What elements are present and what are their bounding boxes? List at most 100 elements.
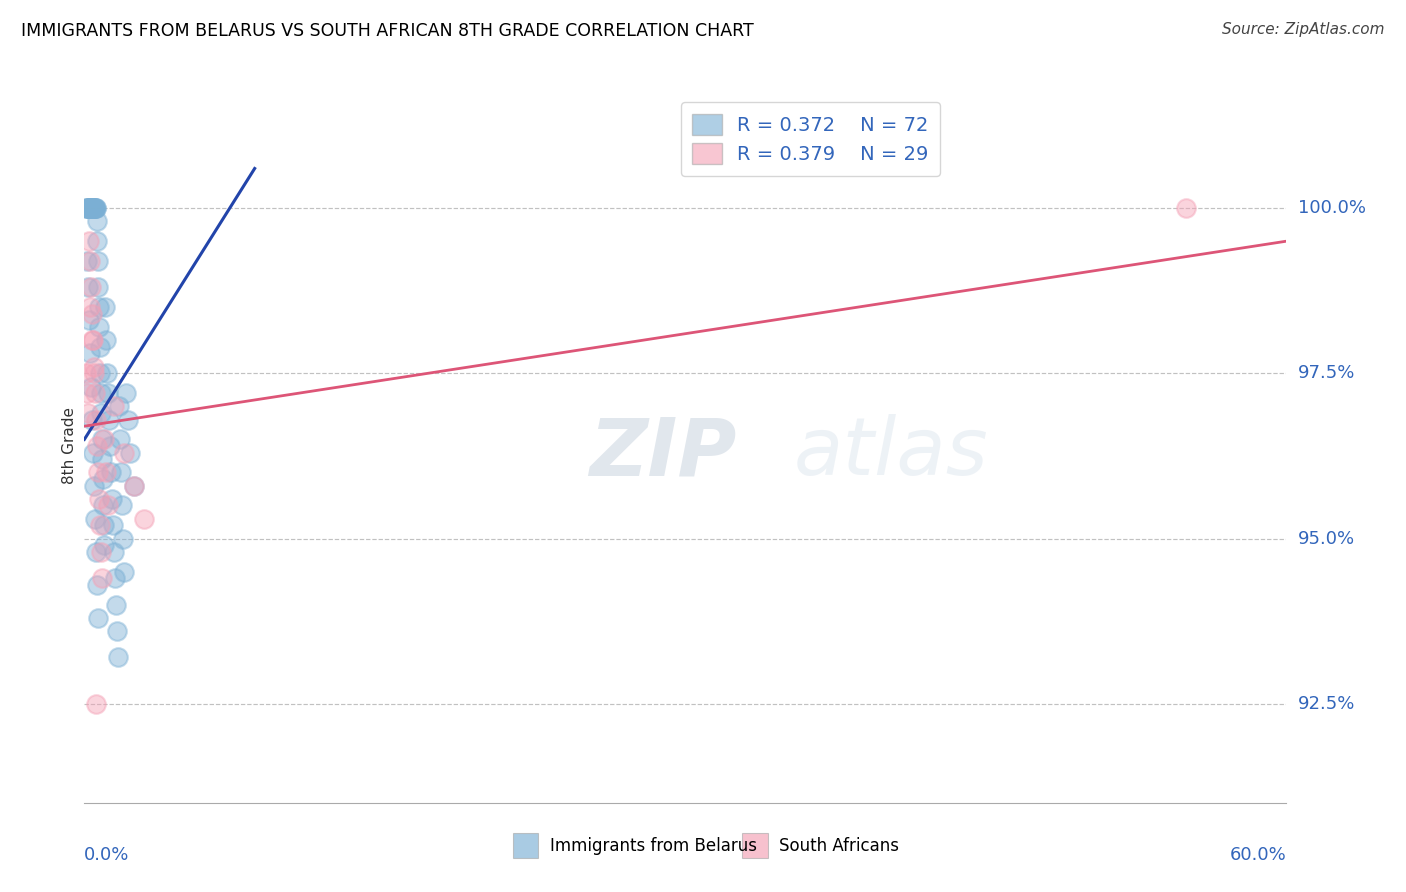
Point <box>76 254 98 268</box>
Text: 60.0%: 60.0% <box>1230 846 1286 863</box>
Point <box>86 234 108 248</box>
Point <box>90 406 112 420</box>
Point <box>124 478 146 492</box>
Point <box>91 452 114 467</box>
Point <box>80 412 103 426</box>
Point <box>76 280 98 294</box>
Point <box>90 386 112 401</box>
Point <box>86 201 108 215</box>
Point <box>82 307 104 321</box>
Point <box>87 254 110 268</box>
Point <box>75 367 97 381</box>
Point <box>108 400 131 414</box>
Text: 92.5%: 92.5% <box>1298 695 1355 713</box>
Point <box>89 367 111 381</box>
Point <box>110 466 132 480</box>
Text: IMMIGRANTS FROM BELARUS VS SOUTH AFRICAN 8TH GRADE CORRELATION CHART: IMMIGRANTS FROM BELARUS VS SOUTH AFRICAN… <box>21 22 754 40</box>
Point <box>101 491 124 506</box>
Point <box>84 511 107 525</box>
Point <box>87 466 110 480</box>
Point <box>91 571 114 585</box>
Point <box>84 201 107 215</box>
Point <box>94 300 117 314</box>
Text: ZIP: ZIP <box>589 414 737 492</box>
Point <box>103 545 125 559</box>
Point <box>77 313 100 327</box>
Point <box>107 624 129 638</box>
Point <box>79 254 101 268</box>
Point <box>80 379 103 393</box>
Point <box>97 386 120 401</box>
Point <box>124 478 146 492</box>
Point <box>84 545 107 559</box>
Point <box>89 491 111 506</box>
Point <box>87 300 110 314</box>
Text: Source: ZipAtlas.com: Source: ZipAtlas.com <box>1222 22 1385 37</box>
Point <box>100 466 122 480</box>
Point <box>86 214 108 228</box>
Point <box>80 333 103 347</box>
Point <box>117 412 139 426</box>
Text: atlas: atlas <box>793 414 988 492</box>
Point <box>83 359 105 374</box>
Point <box>84 386 107 401</box>
Point <box>80 201 103 215</box>
Point <box>80 280 103 294</box>
Point <box>83 367 105 381</box>
Point <box>87 280 110 294</box>
Point <box>134 511 156 525</box>
Point <box>111 499 134 513</box>
Point <box>84 697 107 711</box>
Point <box>98 412 121 426</box>
Point <box>84 201 107 215</box>
Point <box>1175 201 1198 215</box>
Point <box>77 201 100 215</box>
Point <box>80 201 103 215</box>
Point <box>79 201 101 215</box>
Point <box>89 320 111 334</box>
Point <box>76 201 98 215</box>
Point <box>83 201 105 215</box>
Text: 0.0%: 0.0% <box>84 846 129 863</box>
Point <box>114 445 135 459</box>
Point <box>80 201 103 215</box>
Point <box>77 406 100 420</box>
Y-axis label: 8th Grade: 8th Grade <box>62 408 77 484</box>
Point <box>77 201 100 215</box>
Point <box>79 201 101 215</box>
Legend: R = 0.372    N = 72, R = 0.379    N = 29: R = 0.372 N = 72, R = 0.379 N = 29 <box>681 103 941 176</box>
Point <box>83 201 105 215</box>
Point <box>103 518 125 533</box>
Text: 95.0%: 95.0% <box>1298 530 1355 548</box>
Text: South Africans: South Africans <box>779 837 898 855</box>
Point <box>83 478 105 492</box>
Point <box>96 367 118 381</box>
Point <box>87 611 110 625</box>
Point <box>112 532 135 546</box>
Point <box>93 499 115 513</box>
Text: 97.5%: 97.5% <box>1298 364 1355 383</box>
Text: 100.0%: 100.0% <box>1298 199 1365 217</box>
Point <box>96 333 118 347</box>
Point <box>82 201 104 215</box>
Point <box>79 346 101 360</box>
Point <box>76 386 98 401</box>
Point <box>93 433 115 447</box>
Point <box>104 571 127 585</box>
Point <box>114 565 135 579</box>
Point <box>97 499 120 513</box>
Point <box>86 578 108 592</box>
Point <box>89 518 111 533</box>
Point <box>79 201 101 215</box>
FancyBboxPatch shape <box>742 833 768 858</box>
Point <box>93 518 115 533</box>
Point <box>77 201 100 215</box>
Point <box>120 445 142 459</box>
Point <box>107 650 129 665</box>
Point <box>82 333 104 347</box>
FancyBboxPatch shape <box>513 833 538 858</box>
Point <box>110 433 132 447</box>
Point <box>83 201 105 215</box>
Point <box>100 439 122 453</box>
Point <box>91 433 114 447</box>
